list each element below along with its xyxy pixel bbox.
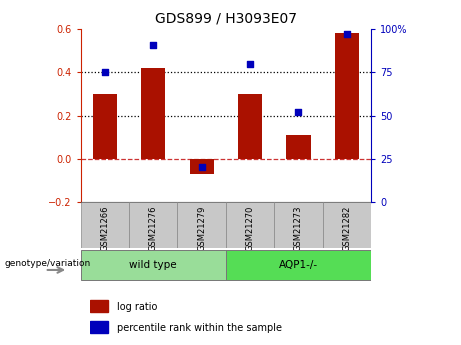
- Bar: [90, 299, 108, 312]
- Bar: [274, 202, 323, 248]
- Bar: [189, 159, 214, 174]
- Bar: [177, 202, 226, 248]
- Text: GSM21266: GSM21266: [100, 206, 109, 251]
- Text: AQP1-/-: AQP1-/-: [279, 260, 318, 270]
- Bar: [238, 94, 262, 159]
- Text: GSM21273: GSM21273: [294, 206, 303, 251]
- Text: genotype/variation: genotype/variation: [5, 259, 91, 268]
- Point: [343, 32, 350, 37]
- Point: [246, 61, 254, 67]
- Point: [295, 109, 302, 115]
- Bar: [226, 250, 371, 279]
- Bar: [226, 202, 274, 248]
- Text: wild type: wild type: [130, 260, 177, 270]
- Point: [198, 165, 205, 170]
- Bar: [90, 321, 108, 333]
- Bar: [93, 94, 117, 159]
- Bar: [323, 202, 371, 248]
- Bar: [141, 68, 165, 159]
- Text: GSM21270: GSM21270: [246, 206, 254, 251]
- Bar: [286, 135, 311, 159]
- Text: GSM21279: GSM21279: [197, 206, 206, 251]
- Title: GDS899 / H3093E07: GDS899 / H3093E07: [155, 11, 297, 26]
- Bar: [335, 32, 359, 159]
- Text: log ratio: log ratio: [117, 302, 157, 312]
- Text: percentile rank within the sample: percentile rank within the sample: [117, 323, 282, 333]
- Point: [101, 70, 109, 75]
- Text: GSM21276: GSM21276: [149, 206, 158, 251]
- Point: [149, 42, 157, 48]
- Bar: [81, 250, 226, 279]
- Text: GSM21282: GSM21282: [343, 206, 351, 251]
- Bar: [81, 202, 129, 248]
- Bar: [129, 202, 177, 248]
